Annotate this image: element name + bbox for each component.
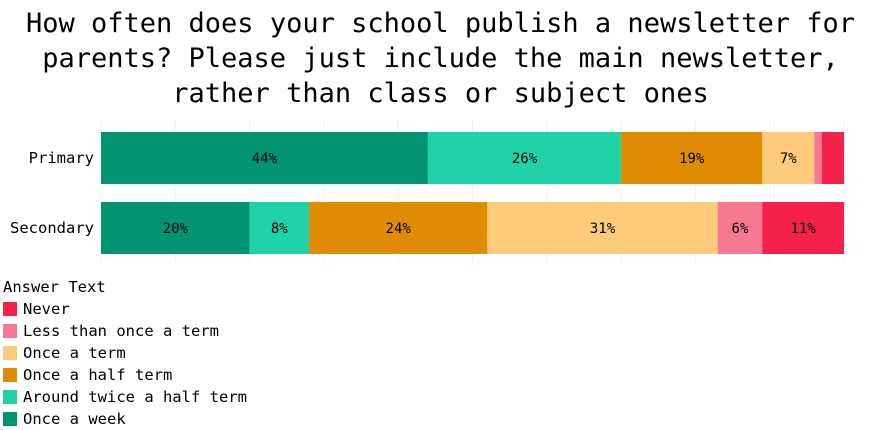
legend-item: Once a term [3, 342, 247, 364]
bar-segment [621, 132, 763, 184]
legend-title: Answer Text [3, 278, 106, 296]
legend-swatch [3, 302, 17, 316]
legend-items: Never Less than once a term Once a term Onc… [3, 298, 247, 430]
bar-segment [762, 132, 815, 184]
legend-label: Around twice a half term [23, 388, 247, 406]
legend-item: Less than once a term [3, 320, 247, 342]
data-label: 20% [163, 221, 189, 237]
legend-swatch [3, 346, 17, 360]
bar-segment [487, 202, 718, 254]
bar-segment [762, 202, 844, 254]
data-label: 19% [679, 151, 705, 167]
data-label: 11% [790, 221, 816, 237]
bar-segment [101, 202, 250, 254]
legend-item: Around twice a half term [3, 386, 247, 408]
category-label: Primary [29, 149, 94, 167]
data-label: 31% [590, 221, 616, 237]
bar-segment [821, 132, 844, 184]
bar-segment [717, 202, 763, 254]
data-label: 8% [271, 221, 288, 237]
legend-item: Once a week [3, 408, 247, 430]
data-label: 7% [780, 151, 797, 167]
chart-title: How often does your school publish a new… [25, 8, 856, 109]
bar-segment [101, 132, 428, 184]
bar-segment [309, 202, 488, 254]
legend-label: Once a half term [23, 366, 173, 384]
bar-segment [427, 132, 622, 184]
legend-swatch [3, 412, 17, 426]
legend-label: Once a term [23, 344, 126, 362]
legend-label: Never [23, 300, 70, 318]
legend-label: Once a week [23, 410, 126, 428]
category-label: Secondary [10, 219, 94, 237]
data-label: 26% [512, 151, 538, 167]
data-label: 44% [252, 151, 278, 167]
legend-swatch [3, 368, 17, 382]
data-label: 6% [732, 221, 749, 237]
legend-label: Less than once a term [23, 322, 219, 340]
stacked-bar-chart: Primary 44% 26% 19% 7% Secondary 20% 8% 24% 31% 6%… [10, 120, 845, 262]
legend-item: Once a half term [3, 364, 247, 386]
bar-segment [814, 132, 822, 184]
legend-swatch [3, 390, 17, 404]
bar-segment [249, 202, 310, 254]
legend: Answer Text Never Less than once a term On… [3, 277, 247, 430]
legend-item: Never [3, 298, 247, 320]
legend-swatch [3, 324, 17, 338]
data-label: 24% [386, 221, 412, 237]
